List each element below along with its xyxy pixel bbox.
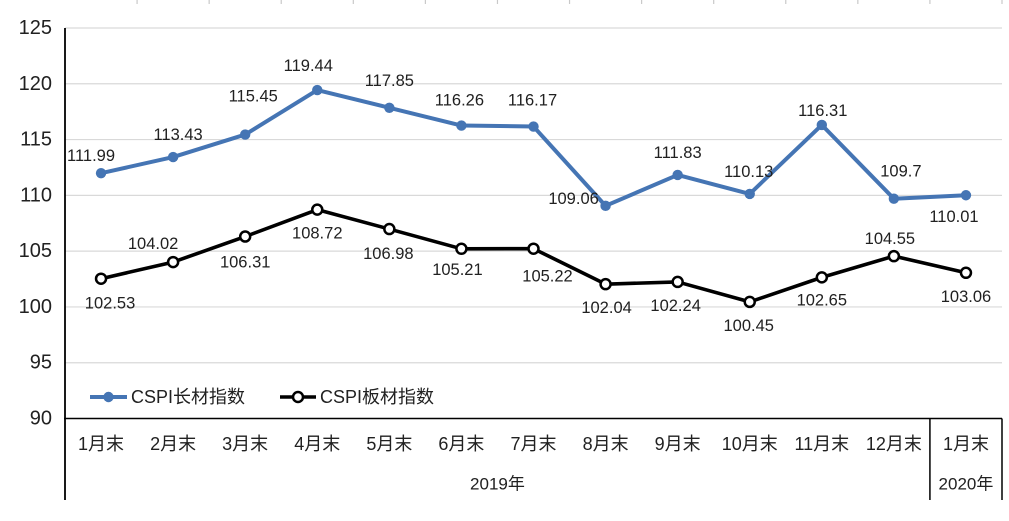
x-axis-month-label: 11月末 [794, 434, 849, 454]
x-axis-month-label: 1月末 [78, 434, 124, 454]
data-point-marker [959, 266, 973, 280]
legend-label: CSPI板材指数 [320, 387, 434, 407]
y-axis-tick-label: 125 [19, 17, 52, 39]
data-point-marker [743, 295, 756, 309]
data-label: 117.85 [365, 72, 414, 90]
series-data-labels: 111.99 113.43 115.45 119.44 117.85 116.26 116.… [67, 57, 979, 226]
data-label: 102.24 [650, 297, 700, 315]
x-axis-month-label: 3月末 [222, 434, 268, 454]
x-axis-month-label: 4月末 [294, 434, 340, 454]
data-label: 109.06 [548, 190, 598, 208]
data-point-marker [238, 230, 252, 243]
data-label: 111.99 [67, 147, 115, 165]
x-axis-month-label: 1月末 [943, 434, 989, 454]
data-point-marker [383, 222, 396, 236]
data-label: 106.31 [220, 254, 270, 272]
data-point-marker [239, 129, 251, 140]
x-axis-month-label: 5月末 [366, 434, 412, 454]
x-axis-year-labels: 2019年 2020年 [470, 475, 993, 494]
data-point-marker [671, 275, 684, 289]
year-group-label: 2019年 [470, 475, 525, 494]
data-label: 116.17 [508, 92, 557, 110]
data-point-marker [312, 84, 323, 96]
data-point-marker [311, 203, 324, 216]
data-point-marker [960, 190, 972, 201]
y-axis-tick-label: 115 [20, 129, 52, 151]
legend: CSPI长材指数 CSPI板材指数 [90, 387, 434, 407]
data-label: 105.21 [432, 261, 482, 279]
data-point-marker [672, 169, 683, 181]
data-point-marker [528, 121, 539, 132]
data-point-marker [887, 249, 901, 263]
data-label: 108.72 [292, 225, 342, 243]
data-label: 102.65 [797, 291, 847, 309]
data-label: 115.45 [229, 88, 278, 106]
data-point-marker [599, 277, 612, 291]
x-axis-month-label: 9月末 [655, 434, 701, 454]
x-axis-month-label: 7月末 [510, 434, 556, 454]
data-label: 113.43 [153, 126, 202, 144]
x-axis-month-label: 8月末 [583, 434, 629, 454]
y-axis-tick-label: 95 [30, 352, 52, 374]
data-point-marker [527, 242, 540, 255]
data-point-marker [815, 271, 829, 284]
data-label: 110.01 [929, 208, 978, 226]
y-axis-labels: 125 120 115 110 105 100 95 90 [19, 17, 52, 430]
legend-label: CSPI长材指数 [131, 387, 245, 407]
x-axis-month-label: 2月末 [150, 434, 196, 454]
legend-marker-open-circle [291, 390, 305, 404]
data-point-marker [455, 242, 468, 256]
data-label: 105.22 [522, 268, 572, 286]
x-axis-month-label: 6月末 [438, 434, 484, 454]
series-long-index [95, 84, 972, 212]
data-label: 109.7 [880, 163, 921, 181]
legend-item-plate-index: CSPI板材指数 [280, 387, 434, 407]
data-point-marker [384, 102, 395, 113]
data-point-marker [94, 272, 108, 285]
data-label: 102.53 [85, 295, 135, 313]
data-label: 116.26 [435, 92, 484, 110]
data-label: 110.13 [724, 163, 773, 181]
series-data-labels: 102.53 104.02 106.31 108.72 106.98 105.21 105.… [85, 225, 991, 335]
gridlines [65, 27, 1002, 364]
data-label: 100.45 [723, 317, 773, 335]
data-label: 116.31 [798, 102, 847, 120]
data-point-marker [600, 200, 611, 212]
data-point-marker [744, 188, 755, 200]
top-edge-ticks [136, 0, 1003, 4]
data-label: 104.55 [865, 230, 915, 248]
data-label: 106.98 [363, 245, 413, 263]
legend-marker-filled-circle [103, 391, 114, 403]
data-point-marker [456, 120, 467, 131]
y-axis-tick-label: 90 [30, 408, 52, 430]
y-axis-tick-label: 110 [20, 184, 52, 206]
data-point-marker [167, 151, 179, 163]
series-plate-index [94, 203, 973, 309]
data-label: 111.83 [654, 144, 702, 162]
year-group-label: 2020年 [939, 475, 994, 494]
data-label: 119.44 [284, 57, 333, 75]
y-axis-tick-label: 105 [19, 240, 52, 262]
data-point-marker [888, 193, 900, 204]
x-axis-labels: 1月末 2月末 3月末 4月末 5月末 6月末 7月末 8月末 9月末 10月末 11月末 12月末 1… [78, 434, 989, 454]
data-label: 103.06 [941, 288, 991, 306]
axes [64, 28, 1003, 500]
y-axis-tick-label: 120 [19, 73, 52, 95]
legend-item-long-index: CSPI长材指数 [90, 387, 245, 407]
data-point-marker [95, 167, 107, 179]
y-axis-tick-label: 100 [19, 296, 52, 318]
data-label: 104.02 [128, 235, 178, 253]
data-point-marker [166, 255, 180, 269]
x-axis-month-label: 12月末 [866, 434, 922, 454]
x-axis-month-label: 10月末 [722, 434, 778, 454]
data-point-marker [816, 119, 828, 131]
data-label: 102.04 [581, 299, 631, 317]
